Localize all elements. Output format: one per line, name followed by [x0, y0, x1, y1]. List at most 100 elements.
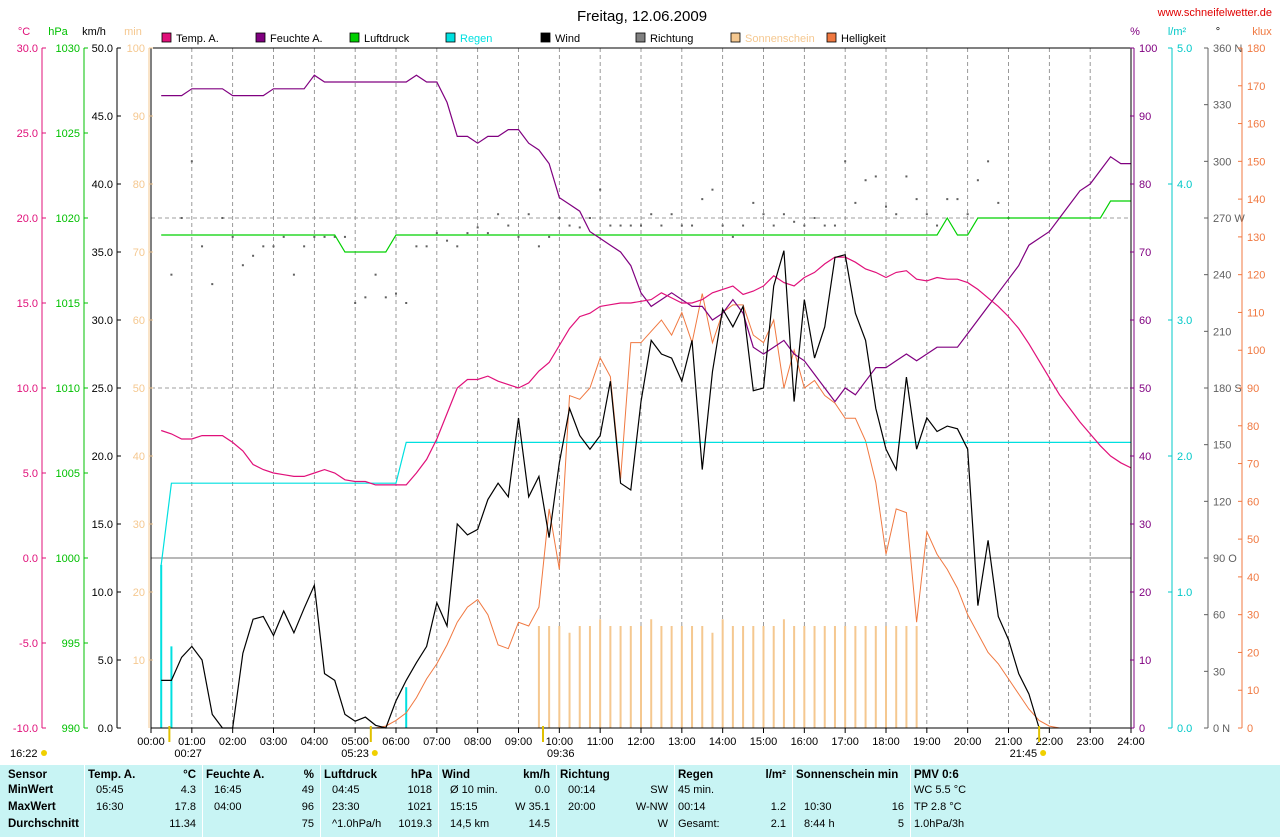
direction-dot [578, 226, 581, 229]
direction-dot [374, 273, 377, 276]
axis-tick-label: 1000 [56, 553, 80, 565]
stats-time: 00:14 [568, 784, 596, 796]
axis-tick-label: 30.0 [17, 43, 38, 55]
stats-time: 23:30 [332, 801, 360, 813]
x-tick-label: 19:00 [913, 736, 941, 748]
direction-dot [466, 232, 469, 235]
direction-dot [527, 213, 530, 216]
direction-dot [813, 217, 816, 219]
axis-tick-label: 30 [1247, 610, 1259, 622]
axis-tick-label: 90 [133, 111, 145, 123]
direction-dot [782, 213, 785, 216]
axis-tick-label: 120 [1213, 496, 1231, 508]
stats-separator [910, 765, 911, 837]
legend-swatch [161, 32, 172, 43]
direction-dot [211, 283, 214, 286]
stats-unit: l/m² [765, 769, 786, 781]
stats-separator [674, 765, 675, 837]
axis-tick-label: 60 [1213, 610, 1225, 622]
stats-column-wind: Wind km/h Ø 10 min. 15:15 14,5 km 0.0 W 35.1 14… [442, 765, 560, 837]
stats-value: 75 [301, 818, 314, 830]
stats-time: 00:14 [678, 801, 706, 813]
direction-dot [364, 296, 367, 299]
stats-separator [84, 765, 85, 837]
axis-tick-label: 70 [133, 247, 145, 259]
stats-value: SW [650, 784, 668, 796]
stats-column-humidity: Feuchte A.% 16:45 04:00 49 96 75 [206, 765, 324, 837]
axis-tick-label: 20 [1247, 647, 1259, 659]
axis-tick-label: 50.0 [92, 43, 113, 55]
axis-tick-label: 40 [1139, 451, 1151, 463]
stats-time: TP 2.8 °C [914, 801, 962, 813]
direction-dot [731, 235, 734, 238]
stats-unit: °C [183, 769, 196, 781]
stats-row-label: MinWert [8, 784, 54, 796]
axis-tick-label: 20 [133, 587, 145, 599]
stats-header: Luftdruck [324, 769, 378, 781]
legend-label: Feuchte A. [270, 33, 323, 45]
unit-lux: klux [1252, 26, 1272, 38]
sun-icon [371, 750, 378, 756]
moonset-time: 00:27 [174, 748, 202, 760]
direction-dot [660, 224, 663, 227]
legend-label: Helligkeit [841, 33, 886, 45]
stats-time: 16:45 [214, 784, 242, 796]
stats-row-label: Durchschnitt [8, 818, 79, 830]
stats-unit: % [303, 769, 314, 781]
unit-wind: km/h [82, 26, 106, 38]
x-tick-label: 23:00 [1076, 736, 1104, 748]
direction-dot [190, 160, 193, 163]
stats-header: Feuchte A. [206, 769, 265, 781]
stats-header: Sonnenschein min [796, 769, 899, 781]
direction-dot [262, 245, 265, 248]
direction-dot [170, 273, 173, 276]
direction-dot [497, 213, 500, 216]
stats-column-direction: Richtung 00:14 20:00 SW W-NW W [560, 765, 678, 837]
stats-time: Ø 10 min. [450, 784, 498, 796]
stats-separator [438, 765, 439, 837]
axis-tick-label: 270 W [1213, 213, 1245, 225]
x-tick-label: 05:00 [341, 736, 369, 748]
stats-column-temp: Temp. A. °C 05:45 16:30 4.3 17.8 11.34 [88, 765, 206, 837]
stats-column-pressure: Luftdruck hPa 04:45 23:30 ^1.0hPa/h 1018 1021 1… [324, 765, 442, 837]
direction-dot [772, 224, 775, 227]
direction-dot [844, 160, 847, 163]
axis-tick-label: 90 O [1213, 553, 1237, 565]
sun-icon [1040, 750, 1047, 756]
direction-dot [833, 224, 836, 227]
axis-tick-label: 0 [1247, 723, 1253, 735]
stats-value: 5 [897, 818, 904, 830]
legend-label: Temp. A. [176, 33, 219, 45]
stats-time: ^1.0hPa/h [332, 818, 382, 830]
direction-dot [558, 217, 561, 219]
stats-column-sensor: Sensor MinWert MaxWert Durchschnitt [8, 765, 88, 837]
x-tick-label: 11:00 [587, 736, 614, 748]
axis-tick-label: 100 [1247, 345, 1265, 357]
axis-tick-label: 100 [1139, 43, 1157, 55]
direction-dot [803, 224, 806, 227]
stats-time: 04:00 [214, 801, 242, 813]
direction-dot [486, 232, 489, 235]
axis-tick-label: 0.0 [98, 723, 113, 735]
direction-dot [987, 160, 990, 163]
stats-value: W-NW [635, 801, 668, 813]
stats-time: 20:00 [568, 801, 596, 813]
sunrise-time: 05:23 [341, 748, 369, 760]
x-tick-label: 24:00 [1117, 736, 1145, 748]
axis-tick-label: 120 [1247, 270, 1265, 282]
stats-separator [556, 765, 557, 837]
direction-dot [221, 217, 224, 219]
direction-dot [517, 235, 520, 238]
site-link[interactable]: www.schneifelwetter.de [1157, 7, 1272, 19]
axis-tick-label: 90 [1247, 383, 1259, 395]
legend-label: Luftdruck [364, 33, 410, 45]
stats-column-rain: Regen l/m² 45 min. 00:14 Gesamt: 1.2 2.1 [678, 765, 796, 837]
axis-tick-label: 35.0 [92, 247, 113, 259]
axis-tick-label: 30 [1213, 666, 1225, 678]
axis-tick-label: 40 [1247, 572, 1259, 584]
axis-tick-label: 10 [1247, 685, 1259, 697]
x-tick-label: 14:00 [709, 736, 737, 748]
axis-tick-label: 3.0 [1177, 315, 1192, 327]
stats-time: 14,5 km [450, 818, 490, 830]
direction-dot [619, 224, 622, 227]
